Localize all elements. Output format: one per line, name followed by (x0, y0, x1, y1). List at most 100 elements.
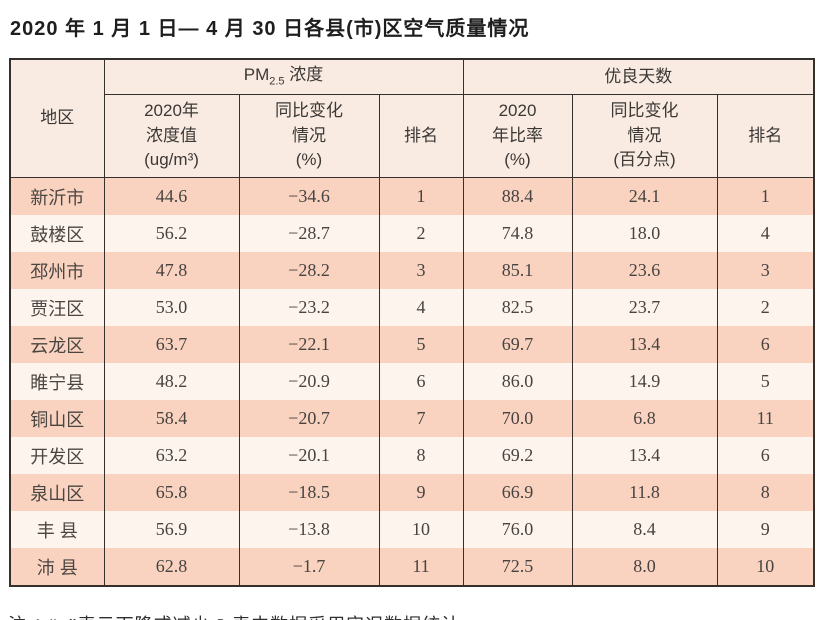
pm25-subscript: 2.5 (269, 75, 285, 88)
table-row: 铜山区 58.4 −20.7 7 70.0 6.8 11 (9, 400, 815, 437)
region-cell: 鼓楼区 (9, 215, 105, 252)
table-header: 地区 PM2.5 浓度 优良天数 2020年 浓度值 (ug/m³) 同比变化 … (9, 58, 815, 178)
table-row: 睢宁县 48.2 −20.9 6 86.0 14.9 5 (9, 363, 815, 400)
good-rate-cell: 76.0 (462, 511, 573, 548)
pm25-suffix: 浓度 (284, 65, 324, 85)
table-row: 云龙区 63.7 −22.1 5 69.7 13.4 6 (9, 326, 815, 363)
region-cell: 新沂市 (9, 177, 105, 215)
good-rate-cell: 85.1 (462, 252, 573, 289)
pm-rank-cell: 5 (378, 326, 464, 363)
table-row: 贾汪区 53.0 −23.2 4 82.5 23.7 2 (9, 289, 815, 326)
pm25-prefix: PM (243, 65, 270, 85)
air-quality-table: 地区 PM2.5 浓度 优良天数 2020年 浓度值 (ug/m³) 同比变化 … (9, 58, 816, 587)
good-rate-cell: 74.8 (462, 215, 573, 252)
good-change-cell: 23.6 (571, 252, 718, 289)
pm-rank-cell: 11 (378, 548, 464, 586)
page-title: 2020 年 1 月 1 日— 4 月 30 日各县(市)区空气质量情况 (10, 18, 530, 40)
good-rank-cell: 11 (716, 400, 815, 437)
header-pm25-group: PM2.5 浓度 (103, 58, 464, 95)
good-change-cell: 18.0 (571, 215, 718, 252)
pm-value-cell: 44.6 (103, 177, 240, 215)
pm-value-cell: 62.8 (103, 548, 240, 586)
pm-value-cell: 63.7 (103, 326, 240, 363)
header-good-days-group: 优良天数 (462, 58, 815, 95)
table-row: 沛 县 62.8 −1.7 11 72.5 8.0 10 (9, 548, 815, 586)
good-rank-cell: 2 (716, 289, 815, 326)
table-row: 丰 县 56.9 −13.8 10 76.0 8.4 9 (9, 511, 815, 548)
pm-change-cell: −18.5 (238, 474, 380, 511)
region-cell: 贾汪区 (9, 289, 105, 326)
good-change-cell: 24.1 (571, 177, 718, 215)
header-pm-value: 2020年 浓度值 (ug/m³) (103, 94, 240, 178)
good-rank-cell: 8 (716, 474, 815, 511)
pm-rank-cell: 8 (378, 437, 464, 474)
pm-change-cell: −22.1 (238, 326, 380, 363)
header-pm-change: 同比变化 情况 (%) (238, 94, 380, 178)
good-rate-cell: 70.0 (462, 400, 573, 437)
region-cell: 铜山区 (9, 400, 105, 437)
pm-value-cell: 53.0 (103, 289, 240, 326)
good-rank-cell: 3 (716, 252, 815, 289)
good-rank-cell: 6 (716, 437, 815, 474)
region-cell: 睢宁县 (9, 363, 105, 400)
pm-change-cell: −1.7 (238, 548, 380, 586)
pm-rank-cell: 2 (378, 215, 464, 252)
pm-rank-cell: 3 (378, 252, 464, 289)
good-rate-cell: 69.7 (462, 326, 573, 363)
good-change-cell: 23.7 (571, 289, 718, 326)
pm-change-cell: −28.7 (238, 215, 380, 252)
good-change-cell: 8.4 (571, 511, 718, 548)
pm-change-cell: −20.7 (238, 400, 380, 437)
good-rate-cell: 88.4 (462, 177, 573, 215)
header-good-change: 同比变化 情况 (百分点) (571, 94, 718, 178)
good-change-cell: 11.8 (571, 474, 718, 511)
region-cell: 丰 县 (9, 511, 105, 548)
pm-change-cell: −23.2 (238, 289, 380, 326)
pm-value-cell: 63.2 (103, 437, 240, 474)
good-rank-cell: 4 (716, 215, 815, 252)
pm-value-cell: 65.8 (103, 474, 240, 511)
pm-rank-cell: 4 (378, 289, 464, 326)
good-rank-cell: 10 (716, 548, 815, 586)
pm-rank-cell: 6 (378, 363, 464, 400)
good-change-cell: 14.9 (571, 363, 718, 400)
good-rate-cell: 86.0 (462, 363, 573, 400)
good-rank-cell: 5 (716, 363, 815, 400)
pm-rank-cell: 9 (378, 474, 464, 511)
good-rank-cell: 1 (716, 177, 815, 215)
table-row: 泉山区 65.8 −18.5 9 66.9 11.8 8 (9, 474, 815, 511)
pm-rank-cell: 7 (378, 400, 464, 437)
table-row: 开发区 63.2 −20.1 8 69.2 13.4 6 (9, 437, 815, 474)
pm-value-cell: 56.2 (103, 215, 240, 252)
pm-value-cell: 47.8 (103, 252, 240, 289)
good-rank-cell: 6 (716, 326, 815, 363)
table-row: 新沂市 44.6 −34.6 1 88.4 24.1 1 (9, 177, 815, 215)
pm-change-cell: −28.2 (238, 252, 380, 289)
pm-rank-cell: 10 (378, 511, 464, 548)
pm-value-cell: 58.4 (103, 400, 240, 437)
header-good-rank: 排名 (716, 94, 815, 178)
header-good-rate: 2020 年比率 (%) (462, 94, 573, 178)
good-change-cell: 13.4 (571, 437, 718, 474)
good-rate-cell: 72.5 (462, 548, 573, 586)
good-change-cell: 6.8 (571, 400, 718, 437)
footnote: 注:1.“−”表示下降或减少;2.表中数据采用实况数据统计。 (8, 611, 825, 620)
good-rate-cell: 69.2 (462, 437, 573, 474)
pm-value-cell: 48.2 (103, 363, 240, 400)
pm-change-cell: −34.6 (238, 177, 380, 215)
region-cell: 泉山区 (9, 474, 105, 511)
header-pm-rank: 排名 (378, 94, 464, 178)
region-cell: 开发区 (9, 437, 105, 474)
region-cell: 沛 县 (9, 548, 105, 586)
pm-rank-cell: 1 (378, 177, 464, 215)
pm-change-cell: −20.9 (238, 363, 380, 400)
pm-value-cell: 56.9 (103, 511, 240, 548)
good-change-cell: 8.0 (571, 548, 718, 586)
good-change-cell: 13.4 (571, 326, 718, 363)
region-cell: 云龙区 (9, 326, 105, 363)
good-rate-cell: 82.5 (462, 289, 573, 326)
good-rate-cell: 66.9 (462, 474, 573, 511)
table-row: 鼓楼区 56.2 −28.7 2 74.8 18.0 4 (9, 215, 815, 252)
table-row: 邳州市 47.8 −28.2 3 85.1 23.6 3 (9, 252, 815, 289)
